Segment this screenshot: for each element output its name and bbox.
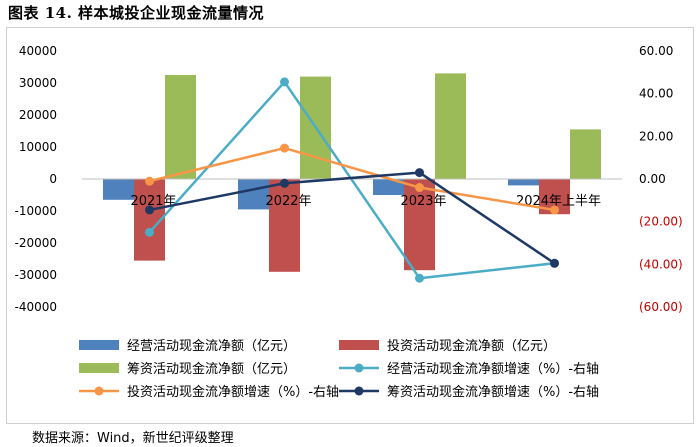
bar-2-2023年 [404,179,435,271]
left-axis-tick-label: -10000 [14,204,57,218]
left-axis-tick-label: -30000 [14,268,57,282]
category-label: 2021年 [130,194,176,209]
line-series-1 [148,80,555,280]
left-axis-tick-label: -40000 [14,300,57,314]
legend-marker [354,386,364,396]
legend-marker [354,363,364,373]
figure-title: 图表 14. 样本城投企业现金流量情况 [8,4,265,22]
line-2-point-2024年上半年 [550,205,559,215]
legend-label: 经营活动现金流净额（亿元） [127,338,296,354]
bar-1-2021年 [103,179,134,200]
line-series-3 [149,171,556,265]
legend-swatch [339,340,379,350]
left-axis-tick-label: 0 [49,172,57,186]
line-3-point-2023年 [415,168,424,178]
line-2-point-2022年 [280,143,289,153]
bar-2-2022年 [269,179,300,272]
line-2-point-2023年 [415,183,424,193]
legend-label: 投资活动现金流净额（亿元） [387,338,556,354]
bar-1-2024年上半年 [508,179,539,186]
line-3-point-2024年上半年 [550,258,559,268]
left-axis-tick-label: 30000 [19,76,57,90]
line-series-2 [149,146,555,212]
line-3-point-2022年 [280,178,289,188]
line-3-point-2021年 [145,205,154,215]
bar-1-2022年 [238,179,269,210]
legend-swatch [79,363,119,373]
left-axis-tick-label: 40000 [19,44,57,58]
right-axis-tick-label: 20.00 [639,129,673,143]
category-label: 2024年上半年 [516,194,601,209]
right-axis-tick-label: (20.00) [639,215,683,229]
right-axis-tick-label: (40.00) [639,257,683,271]
line-1-point-2021年 [145,227,154,237]
left-axis-tick-label: 10000 [19,140,57,154]
bar-1-2023年 [373,179,404,195]
legend-label: 投资活动现金流净额增速（%）-右轴 [127,384,339,400]
right-axis-tick-label: 40.00 [639,87,673,101]
bar-3-2024年上半年 [570,129,601,179]
chart-frame: 40000 30000 20000 10000 0 -10000 -20000 -30000 -… [6,27,694,424]
right-axis-tick-label: 60.00 [639,44,673,58]
legend-marker [94,386,104,396]
chart: 40000 30000 20000 10000 0 -10000 -20000 -30000 -… [14,44,683,400]
right-axis-tick-label: (60.00) [639,300,683,314]
category-label: 2022年 [265,194,311,209]
legend-swatch [79,340,119,350]
right-axis-tick-label: 0.00 [639,172,666,186]
bar-3-2021年 [165,75,196,179]
left-axis-tick-label: -20000 [14,236,57,250]
legend-label: 经营活动现金流净额增速（%）-右轴 [387,361,599,377]
line-1-point-2022年 [280,77,289,87]
legend-label: 筹资活动现金流净额（亿元） [127,361,296,377]
category-label: 2023年 [400,194,446,209]
bar-3-2023年 [435,73,466,179]
legend-label: 筹资活动现金流净额增速（%）-右轴 [387,384,599,400]
left-axis-tick-label: 20000 [19,108,57,122]
source-note: 数据来源：Wind，新世纪评级整理 [32,431,234,446]
line-2-point-2021年 [145,176,154,186]
line-1-point-2023年 [415,273,424,283]
